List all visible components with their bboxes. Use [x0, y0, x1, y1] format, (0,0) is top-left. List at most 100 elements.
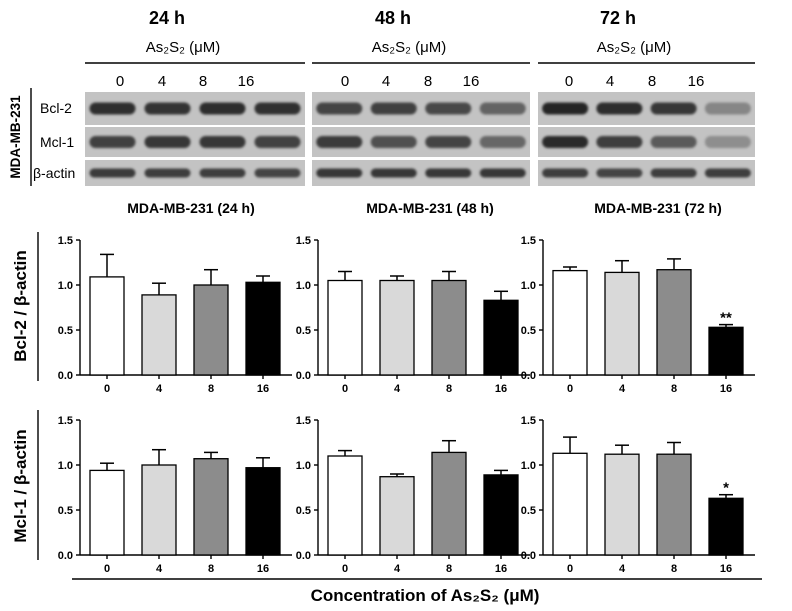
bar — [193, 284, 229, 376]
lane-label: 4 — [158, 73, 166, 90]
blot-section: 24 h 48 h 72 h As₂S₂ (μM) As₂S₂ (μM) As₂… — [8, 8, 755, 186]
bar — [89, 469, 125, 556]
bar — [708, 497, 744, 556]
y-tick-label: 1.0 — [296, 460, 311, 472]
x-tick-label: 0 — [567, 383, 573, 395]
y-tick-label: 0.5 — [58, 325, 73, 337]
blot-row-label-mcl1: Mcl-1 — [40, 134, 74, 150]
x-tick-label: 16 — [495, 563, 507, 575]
y-tick-label: 0.5 — [296, 325, 311, 337]
time-header-24h: 24 h — [149, 8, 185, 28]
bar — [483, 474, 519, 556]
x-tick-label: 16 — [720, 563, 732, 575]
x-tick-label: 4 — [156, 383, 163, 395]
bar — [141, 464, 177, 556]
blot-row-label-actin: β-actin — [33, 165, 75, 181]
y-tick-label: 1.0 — [58, 460, 73, 472]
protein-band — [199, 168, 246, 178]
blot-images: 0 4 8 16 0 4 8 16 0 4 8 16 — [85, 73, 755, 186]
protein-band — [316, 102, 363, 115]
significance-marker: * — [723, 480, 729, 497]
chart-title-72h: MDA-MB-231 (72 h) — [594, 200, 722, 216]
lane-label: 0 — [565, 73, 573, 90]
bar — [327, 455, 363, 556]
x-tick-label: 4 — [394, 563, 401, 575]
protein-band — [254, 136, 301, 148]
band-group — [542, 136, 751, 148]
protein-band — [370, 102, 417, 115]
x-tick-label: 16 — [257, 383, 269, 395]
lane-label: 0 — [116, 73, 124, 90]
protein-band — [425, 102, 472, 115]
lane-label: 8 — [424, 73, 432, 90]
cell-line-label: MDA-MB-231 — [8, 95, 23, 179]
y-tick-label: 1.5 — [58, 235, 73, 247]
y-tick-label: 1.0 — [521, 280, 536, 292]
protein-band — [542, 168, 589, 178]
bar — [708, 326, 744, 376]
protein-band — [370, 136, 417, 148]
blot-strip — [85, 160, 305, 186]
protein-band — [704, 102, 751, 115]
y-tick-label: 1.0 — [58, 280, 73, 292]
protein-band — [650, 102, 697, 115]
x-tick-label: 4 — [619, 383, 626, 395]
chart-title-24h: MDA-MB-231 (24 h) — [127, 200, 255, 216]
y-tick-label: 1.0 — [296, 280, 311, 292]
bar — [483, 299, 519, 376]
significance-marker: ** — [720, 310, 732, 327]
band-group — [542, 168, 751, 178]
lane-label: 0 — [341, 73, 349, 90]
bar — [327, 279, 363, 376]
bar — [379, 476, 415, 556]
chart-title-48h: MDA-MB-231 (48 h) — [366, 200, 494, 216]
blot-strip — [538, 160, 755, 186]
protein-band — [704, 136, 751, 148]
blot-strip — [538, 92, 755, 125]
lane-label: 16 — [463, 73, 480, 90]
blot-strip — [312, 160, 530, 186]
blot-strip — [85, 92, 305, 125]
bar-chart: 0.0 0.5 1.0 1.5 0 4 8 16 * — [521, 415, 755, 575]
band-group — [89, 102, 301, 115]
bar — [656, 453, 692, 556]
lane-label: 4 — [382, 73, 390, 90]
row-y-label-bcl2: Bcl-2 / β-actin — [11, 250, 30, 361]
blot-strip — [312, 92, 530, 125]
x-tick-label: 4 — [156, 563, 163, 575]
bar-chart: 0.0 0.5 1.0 1.5 0 4 8 16 — [296, 235, 530, 395]
x-tick-label: 0 — [104, 383, 110, 395]
bar — [245, 281, 281, 376]
y-tick-label: 1.5 — [58, 415, 73, 427]
protein-band — [199, 136, 246, 148]
y-tick-label: 0.0 — [521, 550, 536, 562]
x-tick-label: 0 — [342, 563, 348, 575]
x-tick-label: 0 — [342, 383, 348, 395]
band-group — [89, 168, 301, 178]
bar — [245, 467, 281, 556]
chart-section: MDA-MB-231 (24 h) MDA-MB-231 (48 h) MDA-… — [11, 200, 762, 605]
protein-band — [596, 168, 643, 178]
band-group — [316, 136, 526, 148]
y-tick-label: 0.5 — [58, 505, 73, 517]
lane-label: 16 — [238, 73, 255, 90]
bar — [656, 269, 692, 376]
y-tick-label: 0.0 — [58, 550, 73, 562]
time-header-72h: 72 h — [600, 8, 636, 28]
protein-band — [89, 136, 136, 148]
bar — [604, 271, 640, 376]
bar — [431, 451, 467, 556]
protein-band — [316, 168, 363, 178]
y-tick-label: 0.0 — [296, 550, 311, 562]
x-tick-label: 16 — [495, 383, 507, 395]
protein-band — [254, 102, 301, 115]
protein-band — [542, 136, 589, 148]
y-tick-label: 0.5 — [521, 325, 536, 337]
protein-band — [425, 136, 472, 148]
y-tick-label: 0.0 — [521, 370, 536, 382]
bar — [379, 279, 415, 376]
blot-row-label-bcl2: Bcl-2 — [40, 100, 72, 116]
protein-band — [89, 102, 136, 115]
bar-chart: 0.0 0.5 1.0 1.5 0 4 8 16 — [58, 415, 292, 575]
band-group — [316, 102, 526, 115]
